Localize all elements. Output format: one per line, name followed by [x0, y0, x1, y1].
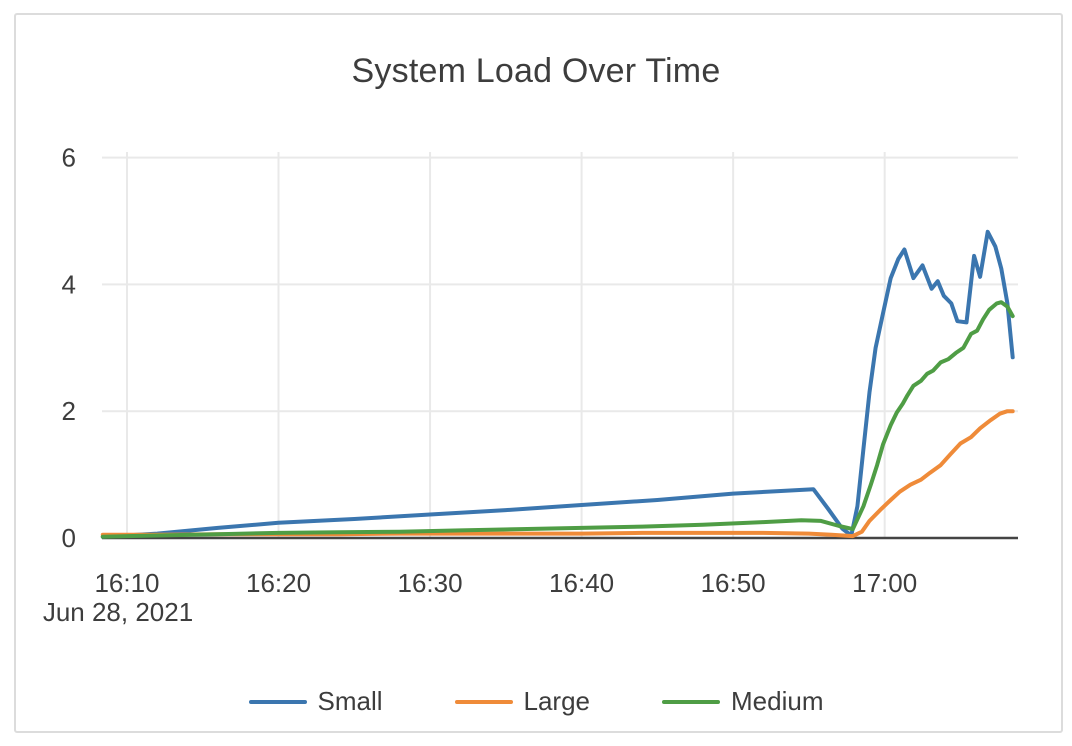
y-axis-tick-label: 0: [62, 523, 76, 553]
x-axis-tick-label: 16:30: [398, 568, 463, 598]
legend-swatch-large: [454, 699, 513, 704]
x-axis-tick-label: 16:50: [701, 568, 766, 598]
x-axis-tick-label: 16:40: [549, 568, 614, 598]
legend-item-large[interactable]: Large: [454, 686, 591, 717]
x-axis-tick-label: 16:20: [246, 568, 311, 598]
legend-item-small[interactable]: Small: [248, 686, 383, 717]
legend-swatch-medium: [662, 699, 721, 704]
legend-swatch-small: [248, 699, 307, 704]
x-axis-date-label: Jun 28, 2021: [43, 597, 193, 627]
chart-title: System Load Over Time: [351, 52, 721, 90]
x-axis-tick-label: 17:00: [852, 568, 917, 598]
x-axis-tick-label: 16:10: [94, 568, 159, 598]
legend: Small Large Medium: [0, 686, 1072, 717]
legend-label-large: Large: [523, 686, 591, 716]
series-line-large: [100, 409, 1015, 539]
legend-item-medium[interactable]: Medium: [662, 686, 824, 717]
y-axis-tick-label: 4: [62, 269, 76, 299]
series-line-small: [100, 229, 1015, 539]
series-line-medium: [100, 300, 1015, 539]
legend-label-small: Small: [317, 686, 383, 716]
y-axis-tick-label: 2: [62, 396, 76, 426]
y-axis-tick-label: 6: [62, 143, 76, 173]
legend-label-medium: Medium: [731, 686, 824, 716]
chart-card: [14, 13, 1063, 733]
